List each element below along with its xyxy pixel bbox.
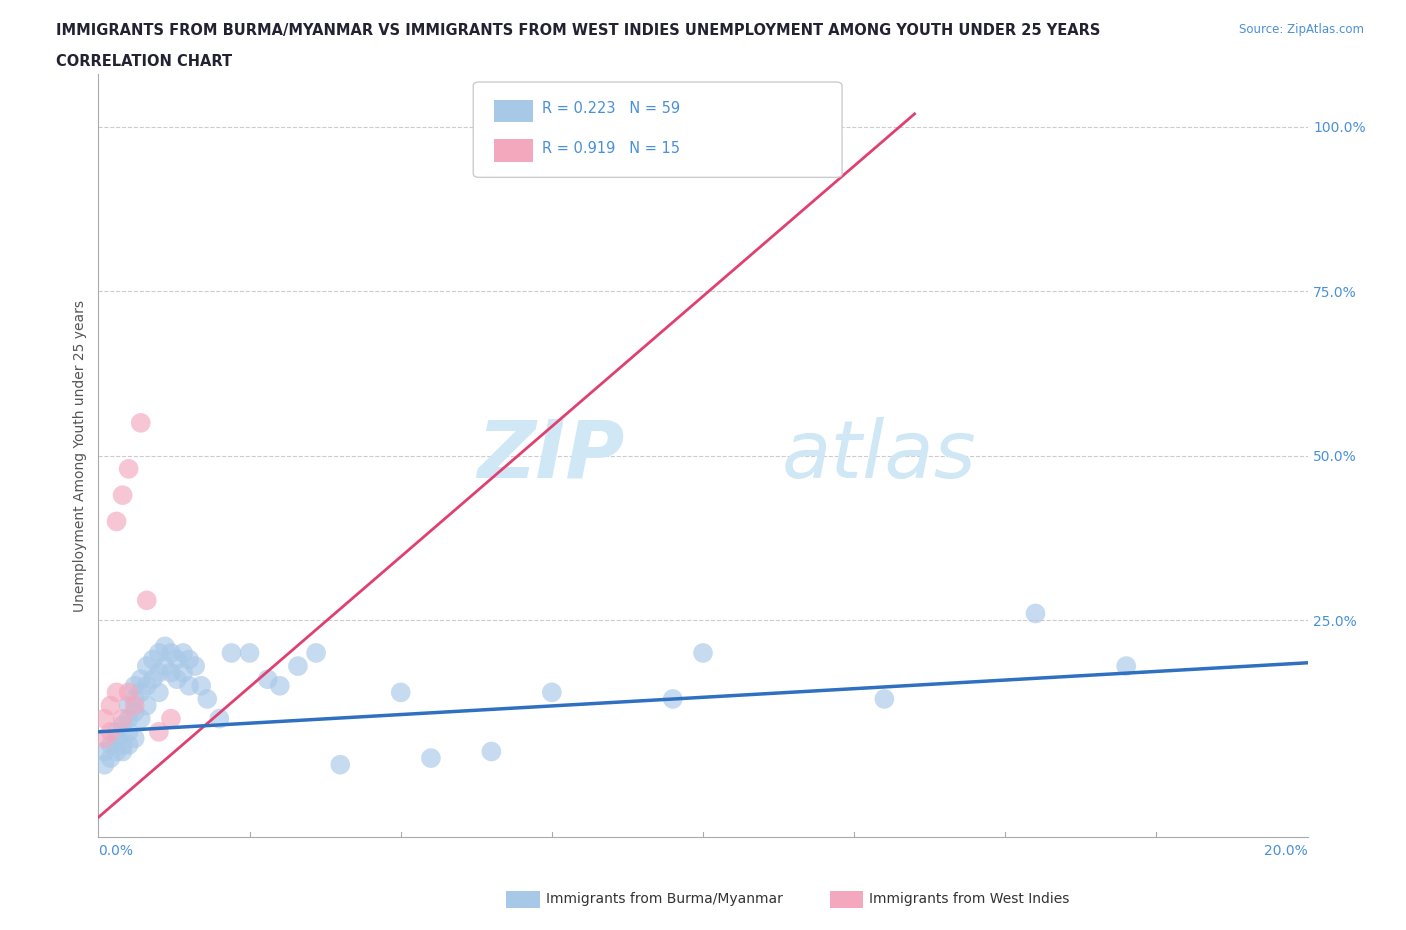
Point [389,684,412,699]
Point [100,724,122,739]
Point [481,744,503,759]
Point [111,737,134,752]
Point [153,658,176,673]
Point [1024,606,1046,621]
Point [124,692,146,707]
Point [208,711,231,726]
Point [118,461,141,476]
Point [190,678,212,693]
Point [166,671,188,686]
Point [118,724,141,739]
Point [135,593,157,608]
Point [105,684,128,699]
Point [129,671,152,686]
Point [135,658,157,673]
Point [148,645,170,660]
Point [142,652,165,667]
Point [135,678,157,693]
Point [329,757,352,772]
Point [105,724,128,739]
Point [118,684,141,699]
Point [662,692,685,707]
Point [124,705,146,720]
Bar [494,140,533,162]
Point [540,684,562,699]
Point [124,678,146,693]
Point [105,744,128,759]
Point [160,645,183,660]
Point [129,684,152,699]
Point [195,692,218,707]
Point [269,678,291,693]
Point [118,737,141,752]
Point [142,671,165,686]
Point [111,711,134,726]
Point [172,665,194,680]
Point [124,731,146,746]
Point [105,514,128,529]
Point [239,645,262,660]
Point [93,711,115,726]
Text: 20.0%: 20.0% [1264,844,1308,857]
Point [100,698,122,713]
Bar [494,100,533,123]
Point [160,711,183,726]
Point [100,737,122,752]
Point [160,665,183,680]
Point [93,757,115,772]
Point [256,671,278,686]
Point [93,744,115,759]
Point [129,711,152,726]
Text: atlas: atlas [782,417,976,495]
Text: CORRELATION CHART: CORRELATION CHART [56,54,232,69]
Point [111,718,134,733]
Point [135,698,157,713]
Point [166,652,188,667]
Text: R = 0.223   N = 59: R = 0.223 N = 59 [543,101,681,116]
Point [148,684,170,699]
Point [124,698,146,713]
Point [118,698,141,713]
Text: ZIP: ZIP [477,417,624,495]
Point [100,751,122,765]
FancyBboxPatch shape [474,82,842,178]
Point [692,645,714,660]
Text: Immigrants from West Indies: Immigrants from West Indies [869,892,1070,907]
Point [179,678,201,693]
Point [179,652,201,667]
Point [105,731,128,746]
Point [153,639,176,654]
Point [305,645,328,660]
Point [129,416,152,431]
Point [148,724,170,739]
Point [118,711,141,726]
Point [172,645,194,660]
Point [287,658,309,673]
Point [148,665,170,680]
Point [184,658,207,673]
Text: R = 0.919   N = 15: R = 0.919 N = 15 [543,140,681,156]
Y-axis label: Unemployment Among Youth under 25 years: Unemployment Among Youth under 25 years [73,299,87,612]
Point [111,487,134,502]
Text: IMMIGRANTS FROM BURMA/MYANMAR VS IMMIGRANTS FROM WEST INDIES UNEMPLOYMENT AMONG : IMMIGRANTS FROM BURMA/MYANMAR VS IMMIGRA… [56,23,1101,38]
Text: 0.0%: 0.0% [98,844,134,857]
Point [420,751,443,765]
Text: Source: ZipAtlas.com: Source: ZipAtlas.com [1239,23,1364,36]
Point [93,731,115,746]
Point [873,692,896,707]
Point [1115,658,1137,673]
Point [111,744,134,759]
Point [221,645,243,660]
Text: Immigrants from Burma/Myanmar: Immigrants from Burma/Myanmar [546,892,782,907]
